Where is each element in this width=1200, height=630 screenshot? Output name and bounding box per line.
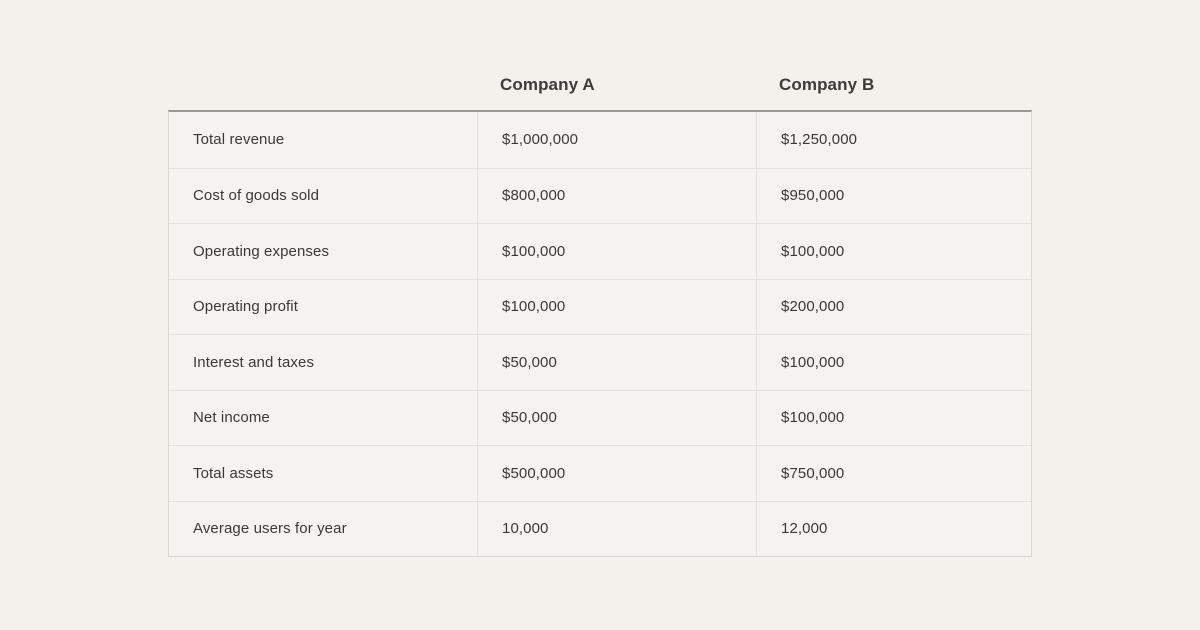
company-b-value: $100,000	[756, 335, 1033, 390]
table-row-net-income: Net income $50,000 $100,000	[169, 389, 1033, 445]
company-a-value: $800,000	[477, 168, 756, 223]
company-a-value: $100,000	[477, 279, 756, 334]
company-b-value: $1,250,000	[756, 112, 1033, 168]
table-row-total-revenue: Total revenue $1,000,000 $1,250,000	[169, 112, 1031, 168]
column-header-company-b: Company B	[779, 75, 875, 94]
company-b-value: $950,000	[756, 168, 1033, 223]
company-a-value: $50,000	[477, 390, 756, 445]
comparison-table: Company A Company B Total revenue $1,000…	[168, 60, 1032, 557]
company-b-value: $200,000	[756, 279, 1033, 334]
table-header-row: Company A Company B	[168, 60, 1032, 110]
row-label: Average users for year	[193, 520, 347, 538]
company-a-value: $1,000,000	[477, 112, 756, 168]
company-b-value: 12,000	[756, 501, 1033, 556]
row-label: Total assets	[193, 464, 274, 482]
table-row-cost-of-goods-sold: Cost of goods sold $800,000 $950,000	[169, 167, 1033, 223]
table-row-average-users-for-year: Average users for year 10,000 12,000	[169, 500, 1033, 556]
row-label: Cost of goods sold	[193, 187, 320, 205]
table-row-operating-expenses: Operating expenses $100,000 $100,000	[169, 223, 1031, 279]
table-row-total-assets: Total assets $500,000 $750,000	[169, 445, 1031, 501]
company-a-value: $100,000	[477, 224, 756, 279]
row-label: Net income	[193, 409, 270, 427]
row-label: Interest and taxes	[193, 353, 315, 371]
company-a-value: $500,000	[477, 446, 756, 501]
company-a-value: $50,000	[477, 335, 756, 390]
table-row-interest-and-taxes: Interest and taxes $50,000 $100,000	[169, 334, 1031, 390]
company-b-value: $750,000	[756, 446, 1033, 501]
table-body: Total revenue $1,000,000 $1,250,000 Cost…	[168, 110, 1032, 557]
column-header-company-a: Company A	[500, 75, 595, 94]
row-label: Total revenue	[193, 131, 285, 149]
row-label: Operating expenses	[193, 242, 330, 260]
table-row-operating-profit: Operating profit $100,000 $200,000	[169, 278, 1033, 334]
company-b-value: $100,000	[756, 224, 1033, 279]
company-a-value: 10,000	[477, 501, 756, 556]
company-b-value: $100,000	[756, 390, 1033, 445]
row-label: Operating profit	[193, 298, 298, 316]
